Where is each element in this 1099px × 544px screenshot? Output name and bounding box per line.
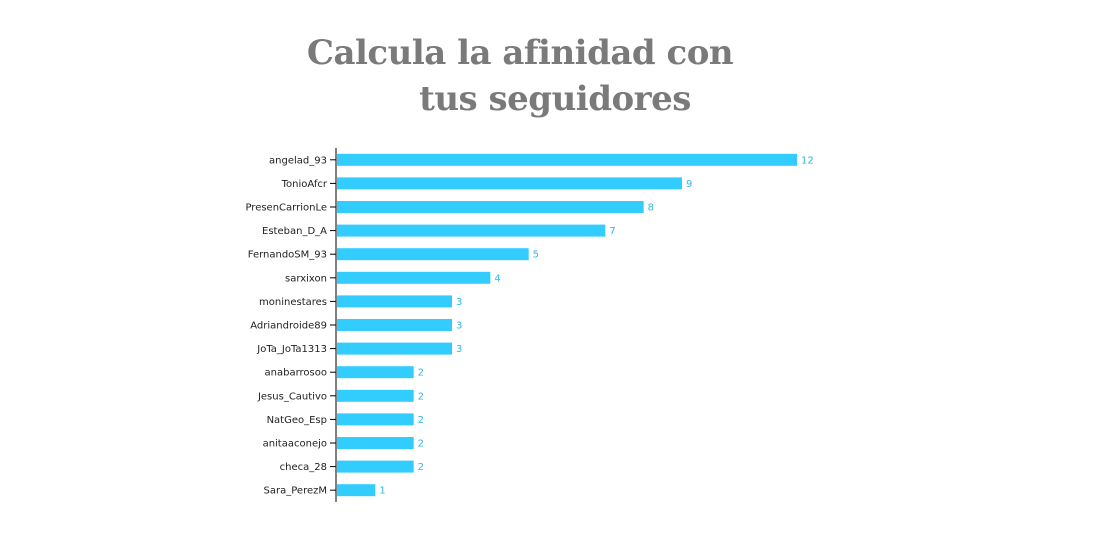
y-tick-label: Adriandroide89 <box>250 321 327 332</box>
bar <box>337 224 606 237</box>
y-tick-label: moninestares <box>259 297 327 308</box>
y-tick-label: Jesus_Cautivo <box>257 391 327 402</box>
bar <box>337 413 414 426</box>
bar <box>337 389 414 402</box>
y-tick-label: checa_28 <box>280 462 327 473</box>
bar <box>337 366 414 379</box>
page-title: Calcula la afinidad con tus seguidores <box>300 30 740 122</box>
data-label: 4 <box>494 273 500 284</box>
y-tick-label: sarxixon <box>285 273 327 284</box>
y-tick-label: anitaaconejo <box>263 439 327 450</box>
y-axis: angelad_93 TonioAfcr PresenCarrionLe Esteba… <box>245 148 337 502</box>
data-label: 3 <box>456 321 462 332</box>
bar <box>337 201 644 213</box>
page-title-line2: tus seguidores <box>419 79 691 119</box>
data-label: 2 <box>418 462 424 473</box>
data-label: 8 <box>648 203 654 214</box>
y-tick-label: angelad_93 <box>269 155 327 166</box>
bar <box>337 271 491 284</box>
data-label: 7 <box>609 226 615 237</box>
y-tick-label: TonioAfcr <box>281 179 328 190</box>
bar <box>337 248 529 261</box>
data-label: 5 <box>533 250 539 261</box>
bar <box>337 153 797 166</box>
data-label: 2 <box>418 439 424 450</box>
bar <box>337 177 682 190</box>
y-tick-label: PresenCarrionLe <box>245 203 327 214</box>
y-tick-label: Sara_PerezM <box>264 486 327 497</box>
y-tick-label: anabarrosoo <box>265 368 327 379</box>
data-label: 9 <box>686 179 692 190</box>
bar <box>337 319 452 331</box>
data-label: 2 <box>418 368 424 379</box>
bar <box>337 342 452 355</box>
data-label: 2 <box>418 415 424 426</box>
bar <box>337 460 414 473</box>
bar <box>337 484 376 497</box>
data-label: 3 <box>456 297 462 308</box>
bar <box>337 437 414 449</box>
bar <box>337 295 452 308</box>
bars-group: 12 9 8 7 5 4 3 3 3 2 2 2 2 2 1 <box>337 153 814 497</box>
data-label: 2 <box>418 391 424 402</box>
y-tick-label: NatGeo_Esp <box>267 415 327 426</box>
data-label: 3 <box>456 344 462 355</box>
data-label: 1 <box>379 486 385 497</box>
data-label: 12 <box>801 155 814 166</box>
y-tick-label: Esteban_D_A <box>262 226 327 237</box>
page-title-line1: Calcula la afinidad con <box>306 33 734 73</box>
y-tick-label: JoTa_JoTa1313 <box>256 344 327 355</box>
y-tick-label: FernandoSM_93 <box>248 250 327 261</box>
